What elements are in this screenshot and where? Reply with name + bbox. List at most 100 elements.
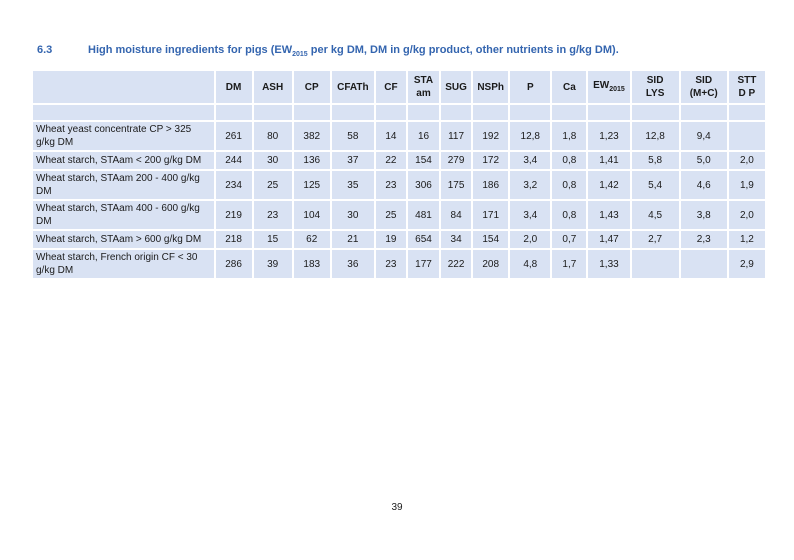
table-cell — [588, 105, 630, 120]
table-cell: 5,0 — [680, 152, 727, 169]
table-cell: 25 — [375, 201, 406, 229]
table-cell: 219 — [215, 201, 252, 229]
table-cell: 3,4 — [510, 201, 551, 229]
section-title-text-end: per kg DM, DM in g/kg product, other nut… — [307, 44, 619, 56]
table-cell: 1,42 — [588, 171, 630, 199]
table-cell: 1,9 — [728, 171, 765, 199]
table-cell: 23 — [253, 201, 292, 229]
column-header-stt-dp: STT D P — [728, 71, 765, 103]
table-cell: 286 — [215, 250, 252, 278]
table-cell: 34 — [441, 231, 472, 248]
table-cell: 30 — [331, 201, 374, 229]
table-cell: 19 — [375, 231, 406, 248]
nutrient-table: DM ASH CP CFATh CF STA am SUG NSPh P Ca EW2015 SID LY… — [31, 69, 767, 280]
section-number: 6.3 — [37, 44, 53, 56]
section-title: High moisture ingredients for pigs (EW20… — [88, 44, 619, 58]
table-cell: 30 — [253, 152, 292, 169]
table-cell: 0,8 — [552, 201, 587, 229]
table-cell: 4,6 — [680, 171, 727, 199]
table-cell: 9,4 — [680, 122, 727, 150]
table-cell: 3,2 — [510, 171, 551, 199]
table-cell — [331, 105, 374, 120]
ingredient-name: Wheat starch, French origin CF < 30 g/kg… — [33, 250, 214, 278]
table-cell: 104 — [293, 201, 330, 229]
table-cell: 14 — [375, 122, 406, 150]
table-cell: 234 — [215, 171, 252, 199]
table-cell: 192 — [473, 122, 509, 150]
table-cell: 36 — [331, 250, 374, 278]
table-cell: 84 — [441, 201, 472, 229]
column-header-ash: ASH — [253, 71, 292, 103]
ingredient-name: Wheat yeast concentrate CP > 325 g/kg DM — [33, 122, 214, 150]
table-cell — [293, 105, 330, 120]
table-cell: 2,0 — [728, 152, 765, 169]
table-cell: 1,23 — [588, 122, 630, 150]
column-header-p: P — [510, 71, 551, 103]
table-cell: 23 — [375, 250, 406, 278]
table-cell: 12,8 — [510, 122, 551, 150]
column-header-cp: CP — [293, 71, 330, 103]
column-header-cf: CF — [375, 71, 406, 103]
table-cell: 186 — [473, 171, 509, 199]
table-cell: 154 — [407, 152, 440, 169]
table-cell: 654 — [407, 231, 440, 248]
table-cell: 244 — [215, 152, 252, 169]
table-header-row: DM ASH CP CFATh CF STA am SUG NSPh P Ca EW2015 SID LY… — [33, 71, 765, 103]
column-header-ingredient — [33, 71, 214, 103]
table-cell: 279 — [441, 152, 472, 169]
table-cell — [680, 105, 727, 120]
table-cell: 222 — [441, 250, 472, 278]
section-title-subscript: 2015 — [292, 51, 308, 59]
table-cell: 154 — [473, 231, 509, 248]
table-cell: 177 — [407, 250, 440, 278]
column-header-sid-mc: SID (M+C) — [680, 71, 727, 103]
table-cell — [728, 105, 765, 120]
column-header-sta-am: STA am — [407, 71, 440, 103]
column-header-sid-lys: SID LYS — [631, 71, 679, 103]
table-row: Wheat starch, STAam > 600 g/kg DM 218 15 62… — [33, 231, 765, 248]
table-body: Wheat yeast concentrate CP > 325 g/kg DM… — [33, 105, 765, 278]
table-cell: 183 — [293, 250, 330, 278]
table-row: Wheat starch, STAam 400 - 600 g/kg DM 219… — [33, 201, 765, 229]
table-cell: 80 — [253, 122, 292, 150]
table-row: Wheat yeast concentrate CP > 325 g/kg DM… — [33, 122, 765, 150]
table-row: Wheat starch, French origin CF < 30 g/kg… — [33, 250, 765, 278]
table-cell: 125 — [293, 171, 330, 199]
ingredient-name: Wheat starch, STAam 400 - 600 g/kg DM — [33, 201, 214, 229]
table-cell: 23 — [375, 171, 406, 199]
table-cell: 21 — [331, 231, 374, 248]
table-cell: 1,7 — [552, 250, 587, 278]
table-cell — [407, 105, 440, 120]
table-cell: 37 — [331, 152, 374, 169]
table-cell: 306 — [407, 171, 440, 199]
table-cell: 1,47 — [588, 231, 630, 248]
table-cell: 58 — [331, 122, 374, 150]
table-cell: 15 — [253, 231, 292, 248]
table-cell: 175 — [441, 171, 472, 199]
table-cell: 261 — [215, 122, 252, 150]
table-cell: 3,4 — [510, 152, 551, 169]
table-cell: 382 — [293, 122, 330, 150]
table-cell: 25 — [253, 171, 292, 199]
table-cell: 22 — [375, 152, 406, 169]
table-cell: 481 — [407, 201, 440, 229]
table-cell: 0,8 — [552, 152, 587, 169]
ingredient-name — [33, 105, 214, 120]
column-header-dm: DM — [215, 71, 252, 103]
table-cell — [510, 105, 551, 120]
table-cell: 35 — [331, 171, 374, 199]
table-cell: 4,5 — [631, 201, 679, 229]
table-cell: 2,9 — [728, 250, 765, 278]
table-cell: 5,8 — [631, 152, 679, 169]
section-title-text: High moisture ingredients for pigs (EW — [88, 44, 293, 56]
table-cell: 208 — [473, 250, 509, 278]
table-cell: 1,8 — [552, 122, 587, 150]
table-cell: 16 — [407, 122, 440, 150]
table-cell: 62 — [293, 231, 330, 248]
table-cell — [375, 105, 406, 120]
table-cell: 1,43 — [588, 201, 630, 229]
column-header-cfath: CFATh — [331, 71, 374, 103]
table-cell: 218 — [215, 231, 252, 248]
table-cell: 1,2 — [728, 231, 765, 248]
